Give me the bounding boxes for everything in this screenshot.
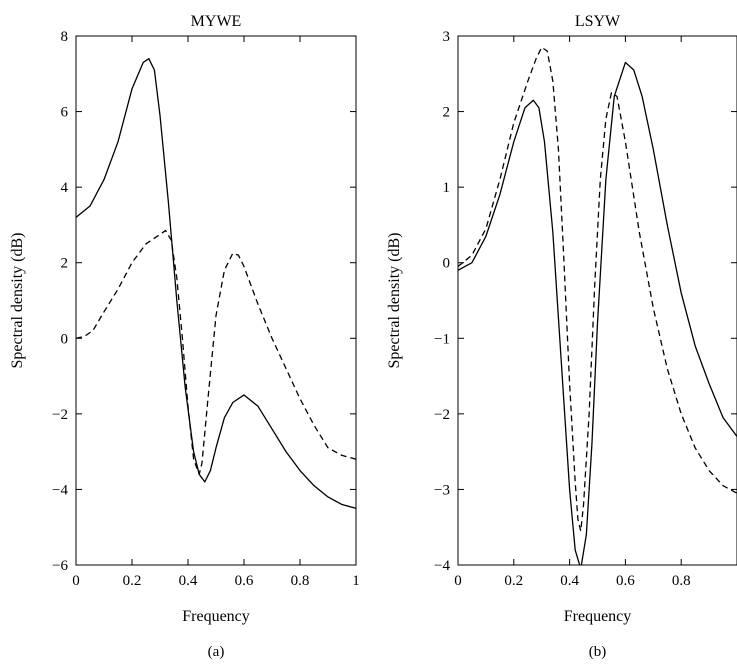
y-tick-label: −4: [52, 482, 68, 498]
chart-title: LSYW: [575, 13, 621, 30]
y-tick-label: 2: [61, 256, 69, 272]
chart-title: MYWE: [191, 13, 242, 30]
x-tick-label: 0: [454, 573, 462, 589]
plot-frame: [75, 35, 357, 566]
y-tick-label: 0: [443, 256, 451, 272]
x-axis-label: Frequency: [564, 608, 632, 625]
y-tick-label: 0: [61, 331, 69, 347]
y-tick-label: 8: [61, 29, 69, 45]
y-tick-label: 3: [443, 29, 451, 45]
y-tick-label: −4: [434, 558, 450, 574]
y-tick-label: −2: [434, 407, 450, 423]
x-tick-label: 1: [352, 573, 360, 589]
panel-caption: (a): [208, 644, 225, 660]
x-axis-label: Frequency: [182, 608, 250, 625]
y-tick-label: 6: [61, 105, 69, 121]
panel-caption: (b): [589, 644, 607, 660]
x-tick-label: 0.2: [123, 573, 142, 589]
series-line-solid: [458, 61, 737, 565]
x-tick-label: 0.4: [179, 573, 198, 589]
y-tick-label: −6: [52, 558, 68, 574]
x-tick-label: 0.6: [235, 573, 254, 589]
y-tick-label: −3: [434, 482, 450, 498]
y-tick-label: 2: [443, 105, 451, 121]
x-tick-label: 0: [72, 573, 80, 589]
y-tick-label: −1: [434, 331, 450, 347]
x-tick-label: 0.6: [616, 573, 635, 589]
y-tick-label: 1: [443, 180, 451, 196]
chart-panel-1: 0 0.2 0.4 0.6 0.8 1 −6 −4 −2 0 2 4 6 8 MYWE Frequency Sp…: [9, 13, 360, 660]
plot-frame: [457, 35, 737, 566]
y-axis-label: Spectral density (dB): [9, 233, 26, 369]
x-tick-label: 0.2: [504, 573, 523, 589]
series-line-dashed: [76, 229, 356, 475]
series-line-solid: [76, 58, 356, 509]
chart-panel-2: 0 0.2 0.4 0.6 0.8 −4 −3 −2 −1 0 1 2 3 LSYW Frequency Sp…: [386, 13, 737, 660]
x-tick-label: 0.8: [291, 573, 310, 589]
x-tick-label: 0.8: [672, 573, 691, 589]
y-tick-label: 4: [61, 180, 69, 196]
x-tick-label: 0.4: [560, 573, 579, 589]
series-line-dashed: [458, 46, 737, 532]
y-tick-label: −2: [52, 407, 68, 423]
y-axis-label: Spectral density (dB): [386, 233, 403, 369]
